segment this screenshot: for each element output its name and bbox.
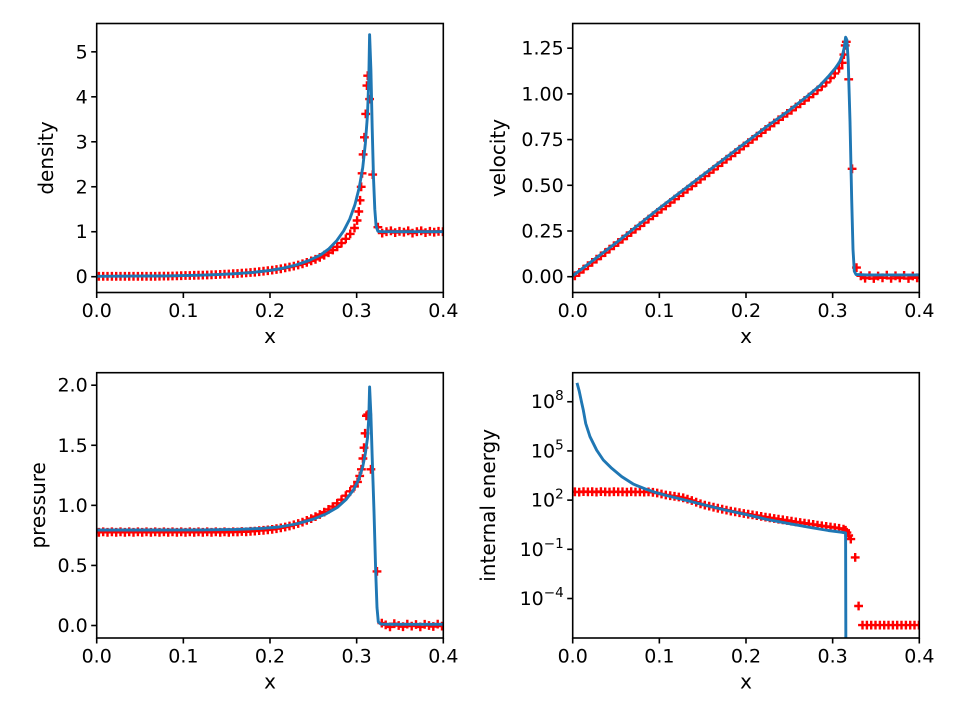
internal_energy-analytic-line: [575, 382, 848, 638]
velocity-xtick-label: 0.4: [904, 300, 934, 322]
pressure-axes-spines: [95, 371, 445, 639]
velocity-ytick-label: 0.50: [521, 175, 563, 197]
density-ytick-label: 1: [76, 221, 88, 243]
chart-internal_energy: 0.0 0.1 0.2 0.3 0.4 108 105 102 10−1 10−4 x interna…: [476, 371, 934, 694]
pressure-xtick-label: 0.4: [428, 646, 458, 668]
internal_energy-ytick-label: 108: [531, 388, 564, 413]
density-ytick-label: 0: [76, 266, 88, 288]
density-xlabel: x: [264, 324, 276, 348]
internal_energy-xtick-label: 0.2: [731, 646, 761, 668]
internal_energy-ylabel: internal energy: [476, 429, 500, 582]
pressure-ytick-label: 1.5: [57, 435, 87, 457]
density-ytick-label: 5: [76, 41, 88, 63]
internal_energy-xtick-label: 0.0: [558, 646, 588, 668]
velocity-xtick-label: 0.1: [644, 300, 674, 322]
density-ytick-label: 3: [76, 131, 88, 153]
density-analytic-line: [96, 33, 444, 278]
pressure-xtick-label: 0.0: [82, 646, 112, 668]
pressure-xtick-label: 0.1: [168, 646, 198, 668]
internal_energy-xtick-label: 0.3: [818, 646, 848, 668]
pressure-ytick-label: 2.0: [57, 375, 87, 397]
velocity-axes-spines: [571, 22, 921, 294]
density-ytick-label: 4: [76, 86, 88, 108]
internal_energy-ytick-label: 102: [531, 487, 564, 512]
velocity-ytick-label: 0.75: [521, 129, 563, 151]
velocity-analytic-line: [572, 35, 920, 277]
velocity-xtick-label: 0.0: [558, 300, 588, 322]
pressure-ytick-label: 0.0: [57, 615, 87, 637]
chart-density: 0.0 0.1 0.2 0.3 0.4 0 1 2 3 4 5 x density: [34, 22, 458, 348]
internal_energy-simulation-markers: [572, 487, 920, 630]
density-simulation-markers: [96, 71, 444, 281]
chart-velocity: 0.0 0.1 0.2 0.3 0.4 0.00 0.25 0.50 0.75 1.00 1.25 x…: [486, 22, 934, 348]
velocity-ytick-label: 1.00: [521, 83, 563, 105]
internal_energy-xtick-label: 0.1: [644, 646, 674, 668]
pressure-analytic-line: [96, 385, 444, 626]
velocity-ytick-label: 1.25: [521, 38, 563, 60]
velocity-xtick-label: 0.2: [731, 300, 761, 322]
velocity-ylabel: velocity: [486, 119, 510, 197]
pressure-ylabel: pressure: [26, 462, 50, 548]
pressure-xtick-label: 0.3: [342, 646, 372, 668]
density-ylabel: density: [34, 121, 58, 194]
pressure-xtick-label: 0.2: [255, 646, 285, 668]
chart-pressure: 0.0 0.1 0.2 0.3 0.4 0.0 0.5 1.0 1.5 2.0 x pressure: [26, 371, 458, 694]
pressure-simulation-markers: [96, 410, 444, 632]
density-axes-spines: [95, 22, 445, 294]
internal_energy-ytick-label: 10−4: [520, 585, 564, 610]
density-xtick-label: 0.0: [82, 300, 112, 322]
internal_energy-xtick-label: 0.4: [904, 646, 934, 668]
internal_energy-ytick-label: 10−1: [520, 536, 564, 561]
density-xtick-label: 0.3: [342, 300, 372, 322]
density-xtick-label: 0.1: [168, 300, 198, 322]
internal_energy-xlabel: x: [740, 670, 752, 694]
density-xtick-label: 0.2: [255, 300, 285, 322]
pressure-xlabel: x: [264, 670, 276, 694]
internal_energy-axes-spines: [571, 371, 921, 639]
density-ytick-label: 2: [76, 176, 88, 198]
velocity-simulation-markers: [572, 37, 920, 283]
velocity-xlabel: x: [740, 324, 752, 348]
pressure-ytick-label: 0.5: [57, 555, 87, 577]
pressure-ytick-label: 1.0: [57, 495, 87, 517]
density-xtick-label: 0.4: [428, 300, 458, 322]
velocity-ytick-label: 0.00: [521, 266, 563, 288]
internal_energy-ytick-label: 105: [531, 437, 564, 462]
velocity-xtick-label: 0.3: [818, 300, 848, 322]
velocity-ytick-label: 0.25: [521, 220, 563, 242]
